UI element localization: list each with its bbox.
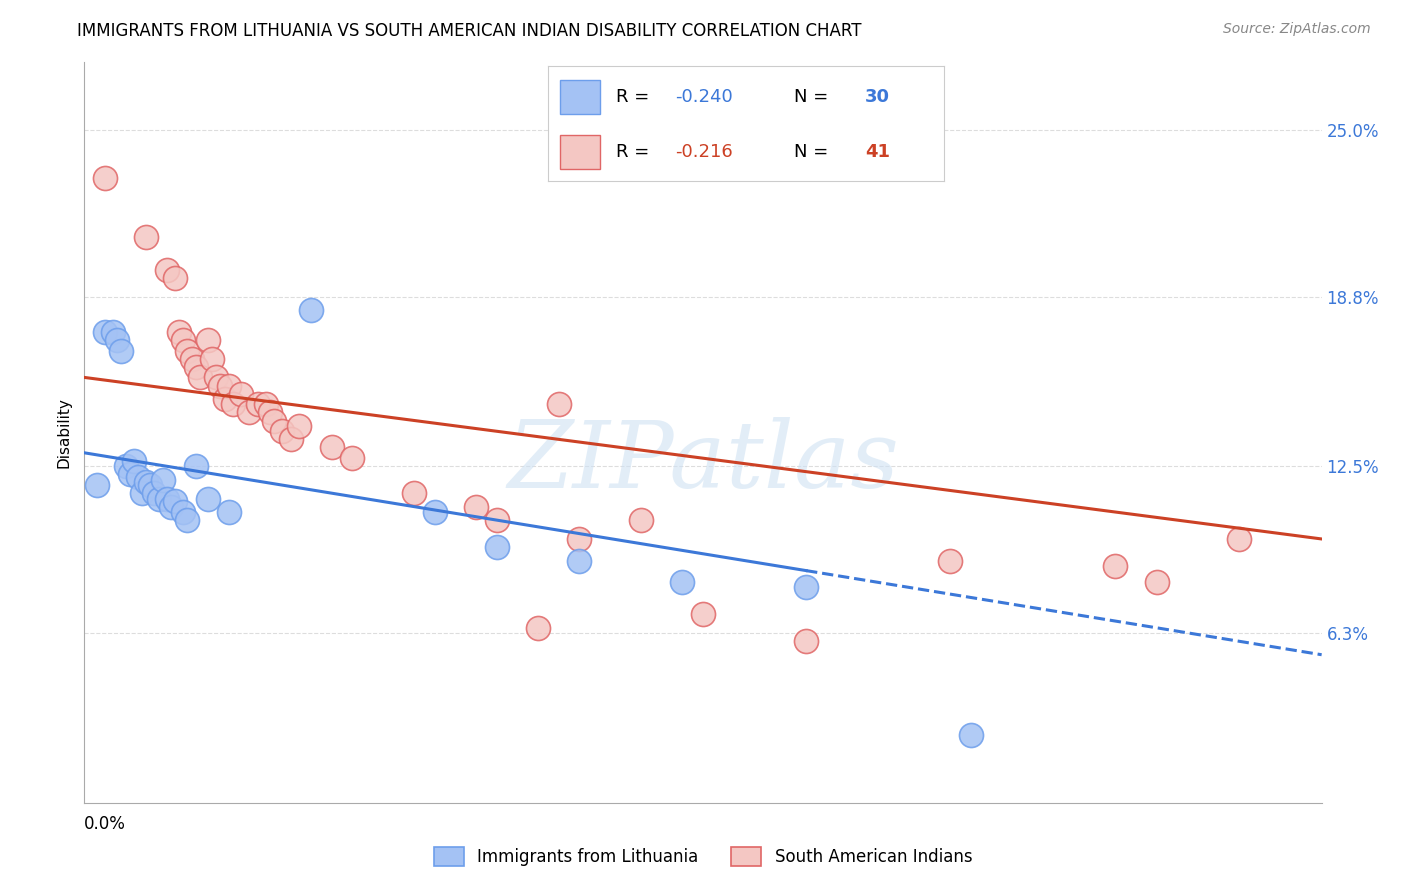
Point: [110, 343, 132, 358]
Point: [167, 325, 190, 339]
Point: [485, 513, 508, 527]
Point: [94, 325, 117, 339]
Point: [218, 378, 240, 392]
Point: [172, 333, 194, 347]
Text: IMMIGRANTS FROM LITHUANIA VS SOUTH AMERICAN INDIAN DISABILITY CORRELATION CHART: IMMIGRANTS FROM LITHUANIA VS SOUTH AMERI…: [77, 22, 862, 40]
Point: [139, 478, 162, 492]
Point: [165, 270, 187, 285]
Point: [568, 532, 591, 546]
Text: ZIPatlas: ZIPatlas: [508, 417, 898, 508]
Point: [86, 478, 108, 492]
Point: [201, 351, 224, 366]
Point: [94, 171, 117, 186]
Legend: Immigrants from Lithuania, South American Indians: Immigrants from Lithuania, South America…: [425, 838, 981, 875]
Point: [197, 491, 219, 506]
Point: [197, 333, 219, 347]
Point: [794, 581, 817, 595]
Point: [165, 494, 187, 508]
Point: [118, 467, 141, 482]
Point: [184, 459, 207, 474]
Point: [342, 451, 364, 466]
Point: [1104, 558, 1126, 573]
Point: [271, 424, 294, 438]
Point: [122, 454, 145, 468]
Point: [423, 505, 446, 519]
Point: [143, 486, 166, 500]
Point: [209, 378, 232, 392]
Point: [671, 575, 693, 590]
Point: [180, 351, 202, 366]
Point: [630, 513, 652, 527]
Point: [105, 333, 128, 347]
Point: [465, 500, 488, 514]
Point: [568, 553, 591, 567]
Point: [188, 370, 211, 384]
Point: [1227, 532, 1250, 546]
Point: [135, 475, 157, 490]
Point: [156, 262, 179, 277]
Text: Source: ZipAtlas.com: Source: ZipAtlas.com: [1223, 22, 1371, 37]
Point: [114, 459, 136, 474]
Point: [160, 500, 183, 514]
Point: [527, 621, 550, 635]
Point: [135, 230, 157, 244]
Point: [127, 470, 149, 484]
Point: [246, 397, 269, 411]
Point: [692, 607, 714, 622]
Point: [176, 343, 198, 358]
Point: [229, 386, 252, 401]
Point: [280, 433, 302, 447]
Point: [299, 303, 322, 318]
Point: [1146, 575, 1168, 590]
Point: [148, 491, 170, 506]
Point: [254, 397, 277, 411]
Point: [321, 441, 343, 455]
Point: [485, 540, 508, 554]
Point: [214, 392, 236, 406]
Point: [547, 397, 569, 411]
Point: [238, 405, 260, 419]
Point: [218, 505, 240, 519]
Point: [152, 473, 174, 487]
Point: [263, 413, 285, 427]
Point: [259, 405, 281, 419]
Point: [184, 359, 207, 374]
Point: [172, 505, 194, 519]
Point: [176, 513, 198, 527]
Point: [288, 418, 311, 433]
Point: [960, 729, 983, 743]
Point: [205, 370, 228, 384]
Y-axis label: Disability: Disability: [56, 397, 72, 468]
Text: 0.0%: 0.0%: [84, 814, 127, 832]
Point: [222, 397, 245, 411]
Point: [939, 553, 962, 567]
Point: [794, 634, 817, 648]
Point: [156, 491, 179, 506]
Point: [404, 486, 426, 500]
Point: [131, 486, 153, 500]
Point: [103, 325, 125, 339]
